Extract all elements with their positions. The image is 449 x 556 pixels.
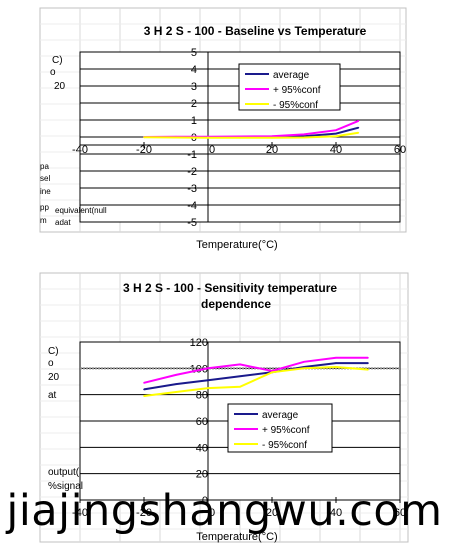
y-axis-label-fragment: output( — [48, 467, 80, 478]
x-tick-label: 40 — [330, 507, 342, 519]
y-tick-label: 4 — [191, 64, 197, 76]
y-tick-label: -1 — [187, 149, 197, 161]
x-axis-label: Temperature(°C) — [196, 531, 277, 543]
series-line-lower-95-conf — [143, 365, 369, 397]
data-point — [207, 367, 209, 370]
watermark-text: jiajingshangwu.com — [6, 486, 443, 536]
chart-frame — [39, 272, 409, 543]
series-line-average — [143, 362, 368, 391]
series-line-upper-95-conf — [143, 356, 368, 384]
y-axis-label-fragment: %signal — [48, 481, 83, 492]
data-point — [335, 132, 337, 135]
data-point — [207, 387, 209, 389]
y-axis-label-fragment: o — [48, 358, 54, 369]
y-axis-label-fragment: at — [48, 390, 57, 401]
y-axis-label-fragment: pa — [40, 162, 49, 171]
x-tick-label: 20 — [266, 507, 278, 519]
data-point — [303, 136, 305, 139]
x-tick-label: -20 — [136, 144, 152, 156]
y-tick-label: 120 — [190, 337, 208, 349]
legend-box — [238, 63, 341, 111]
data-point — [357, 126, 360, 129]
series-line-lower-95-conf — [143, 131, 359, 139]
x-tick-label: 0 — [209, 144, 215, 156]
chart-title: 3 H 2 S - 100 - Sensitivity temperature — [123, 281, 337, 295]
data-point — [239, 363, 241, 366]
y-tick-label: 1 — [191, 115, 197, 127]
legend-label: average — [273, 70, 310, 81]
data-point — [175, 391, 177, 393]
data-point — [143, 388, 145, 391]
data-point — [367, 368, 369, 371]
y-tick-label: 60 — [196, 416, 208, 428]
y-axis-label-fragment: adat — [55, 218, 71, 227]
y-axis-label-fragment: m — [40, 216, 47, 225]
y-tick-label: 20 — [196, 469, 208, 481]
data-point — [175, 383, 177, 385]
data-point — [175, 136, 177, 139]
data-point — [143, 395, 145, 397]
data-point — [207, 379, 209, 381]
y-tick-label: 80 — [196, 390, 208, 402]
data-point — [335, 366, 337, 368]
y-axis-label-fragment: 20 — [48, 372, 60, 383]
data-point — [303, 133, 305, 136]
data-point — [357, 131, 360, 134]
y-tick-label: 5 — [191, 47, 197, 59]
x-tick-label: 20 — [266, 144, 278, 156]
data-point — [367, 357, 369, 359]
legend-label: average — [262, 410, 299, 421]
y-axis-label-fragment: C) — [52, 55, 63, 66]
y-axis-label-fragment: 20 — [54, 81, 66, 92]
y-axis-label-fragment: equivalent(null — [55, 206, 107, 215]
data-point — [335, 362, 337, 364]
data-point — [271, 137, 273, 139]
chart-subtitle: dependence — [201, 297, 271, 311]
y-tick-label: -4 — [187, 200, 197, 212]
y-axis-label-fragment: C) — [48, 346, 59, 357]
data-point — [175, 374, 177, 376]
x-tick-label: -20 — [136, 507, 152, 519]
y-axis-label-fragment: sel — [40, 174, 50, 183]
data-point — [239, 137, 241, 139]
data-point — [303, 360, 305, 363]
y-tick-label: 0 — [202, 495, 208, 507]
data-point — [367, 362, 369, 364]
legend-label: - 95%conf — [262, 440, 307, 451]
x-tick-label: 60 — [394, 144, 406, 156]
data-point — [271, 135, 273, 137]
y-tick-label: 2 — [191, 98, 197, 110]
x-tick-label: 60 — [394, 507, 406, 519]
x-tick-label: -40 — [72, 144, 88, 156]
y-tick-label: -2 — [187, 166, 197, 178]
x-tick-label: -40 — [72, 507, 88, 519]
y-tick-label: -5 — [187, 217, 197, 229]
y-tick-label: -3 — [187, 183, 197, 195]
data-point — [143, 136, 145, 139]
data-point — [143, 382, 145, 384]
data-point — [239, 385, 241, 388]
legend-label: + 95%conf — [262, 425, 310, 436]
x-axis-label: Temperature(°C) — [196, 239, 277, 251]
data-point — [271, 371, 273, 374]
y-axis-label-fragment: o — [50, 67, 56, 78]
y-tick-label: 40 — [196, 442, 208, 454]
data-point — [303, 367, 305, 370]
y-tick-label: 3 — [191, 81, 197, 93]
data-point — [239, 375, 241, 378]
data-point — [335, 129, 337, 131]
chart-title: 3 H 2 S - 100 - Baseline vs Temperature — [144, 24, 367, 38]
x-tick-label: 40 — [330, 144, 342, 156]
y-axis-label-fragment: pp — [40, 203, 49, 212]
y-axis-label-fragment: ine — [40, 187, 51, 196]
legend-label: - 95%conf — [273, 100, 318, 111]
data-point — [207, 137, 209, 139]
data-point — [357, 120, 360, 122]
data-point — [335, 357, 337, 359]
x-tick-label: 0 — [209, 507, 215, 519]
data-point — [335, 135, 337, 137]
legend-label: + 95%conf — [273, 85, 321, 96]
